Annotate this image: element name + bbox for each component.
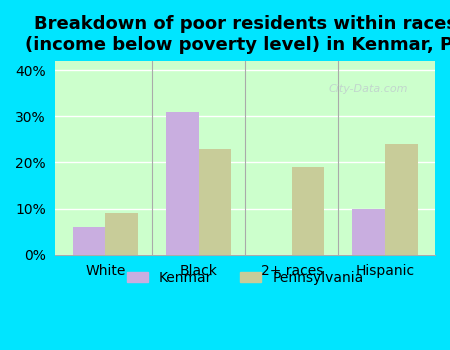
Legend: Kenmar, Pennsylvania: Kenmar, Pennsylvania (122, 265, 369, 290)
Bar (385, 144, 418, 255)
Bar (105, 213, 138, 255)
Bar (166, 112, 198, 255)
Bar (73, 227, 105, 255)
Text: City-Data.com: City-Data.com (329, 84, 408, 94)
Bar (292, 167, 324, 255)
Bar (198, 148, 231, 255)
Title: Breakdown of poor residents within races
(income below poverty level) in Kenmar,: Breakdown of poor residents within races… (25, 15, 450, 54)
Bar (352, 209, 385, 255)
